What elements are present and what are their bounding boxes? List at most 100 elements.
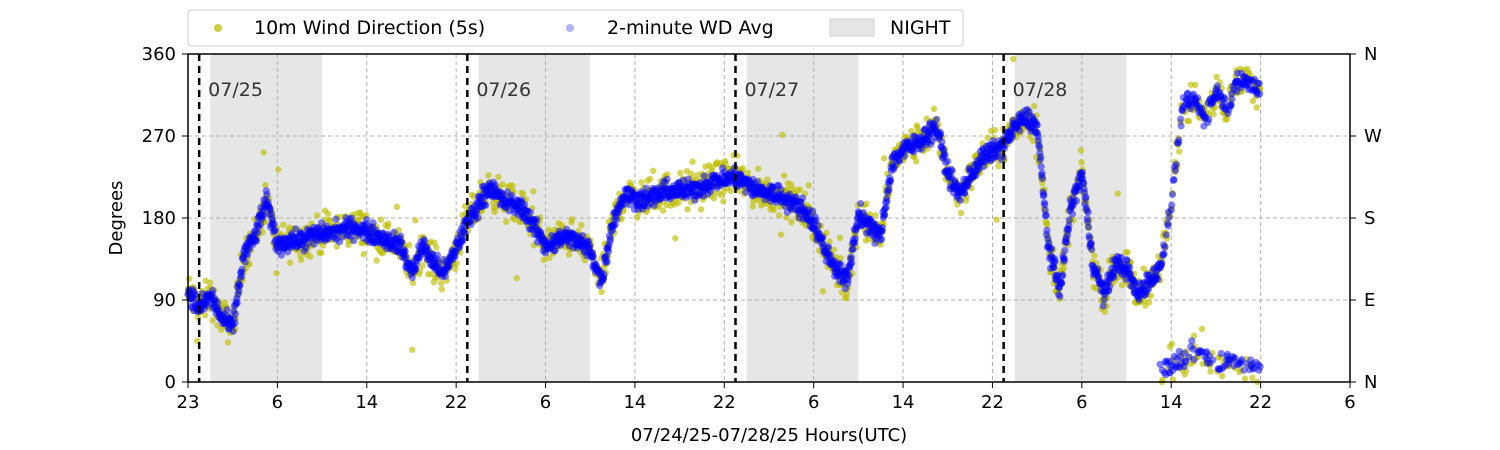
wd-avg-point bbox=[1160, 250, 1168, 258]
wind-direction-point bbox=[530, 188, 537, 195]
wd-avg-point bbox=[254, 229, 262, 237]
wd-avg-point bbox=[1059, 271, 1067, 279]
wd-avg-point bbox=[1051, 257, 1059, 265]
wind-direction-point bbox=[1029, 137, 1037, 145]
wd-avg-point bbox=[798, 194, 807, 202]
day-label: 07/26 bbox=[476, 79, 531, 101]
wd-avg-point bbox=[1040, 190, 1048, 199]
wd-avg-point bbox=[944, 157, 952, 165]
x-tick-label: 14 bbox=[355, 392, 378, 413]
x-tick-label: 14 bbox=[892, 392, 915, 413]
wind-direction-point bbox=[984, 134, 991, 142]
x-tick-label: 14 bbox=[623, 392, 646, 413]
wd-avg-point bbox=[350, 236, 358, 245]
wd-avg-point bbox=[277, 251, 286, 259]
wind-direction-point bbox=[659, 207, 667, 214]
wd-avg-point bbox=[1063, 239, 1071, 247]
wind-direction-point bbox=[872, 212, 879, 219]
x-tick-label: 22 bbox=[713, 392, 736, 413]
wd-avg-point bbox=[1190, 355, 1198, 364]
wd-avg-point bbox=[507, 191, 516, 199]
wind-direction-point bbox=[1145, 299, 1153, 306]
wd-avg-point bbox=[895, 157, 904, 165]
wind-direction-point bbox=[1207, 368, 1214, 375]
wd-avg-point bbox=[1088, 245, 1096, 253]
wind-direction-point bbox=[262, 181, 269, 189]
x-tick-label: 6 bbox=[272, 392, 283, 413]
wd-avg-point bbox=[1087, 239, 1095, 247]
wind-direction-point bbox=[749, 203, 756, 210]
wd-avg-point bbox=[663, 175, 671, 183]
wd-avg-point bbox=[1037, 163, 1045, 171]
wind-direction-point bbox=[836, 234, 844, 242]
wd-avg-point bbox=[1068, 210, 1077, 218]
wd-avg-point bbox=[347, 214, 356, 222]
wd-avg-point bbox=[1164, 222, 1172, 230]
wd-avg-point bbox=[213, 298, 222, 307]
wind-direction-point bbox=[649, 167, 657, 175]
wd-avg-point bbox=[1093, 265, 1102, 273]
wd-avg-point bbox=[1043, 226, 1051, 235]
wind-direction-point bbox=[275, 166, 282, 173]
wind-direction-point bbox=[783, 214, 790, 221]
wind-direction-point bbox=[1213, 73, 1220, 81]
y-tick-label: 180 bbox=[142, 208, 176, 229]
wind-direction-point bbox=[1124, 249, 1131, 256]
wind-direction-point bbox=[495, 173, 502, 181]
wind-direction-point bbox=[297, 256, 305, 264]
wd-avg-point bbox=[878, 223, 887, 232]
wind-direction-point bbox=[842, 294, 850, 302]
wd-avg-point bbox=[397, 232, 405, 240]
wd-avg-point bbox=[1188, 337, 1196, 345]
day-boundaries: 07/25 07/26 07/27 07/28 bbox=[197, 54, 1067, 382]
wd-avg-point bbox=[851, 234, 859, 242]
wd-avg-point bbox=[1123, 256, 1131, 265]
wind-direction-point bbox=[307, 253, 314, 260]
wd-avg-point bbox=[363, 216, 371, 224]
wd-avg-point bbox=[845, 271, 853, 279]
wind-direction-point bbox=[206, 279, 214, 286]
wind-direction-point bbox=[788, 218, 795, 226]
wd-avg-point bbox=[1099, 302, 1107, 310]
wd-avg-point bbox=[259, 212, 267, 220]
wind-direction-point bbox=[568, 215, 576, 223]
wind-direction-point bbox=[957, 209, 965, 217]
wd-avg-point bbox=[208, 286, 217, 295]
wd-avg-point bbox=[1117, 253, 1125, 261]
wd-avg-point bbox=[886, 176, 895, 185]
wd-avg-point bbox=[233, 299, 241, 307]
wd-avg-point bbox=[1084, 208, 1092, 216]
x-tick-label: 6 bbox=[540, 392, 551, 413]
x-tick-label: 6 bbox=[1344, 392, 1355, 413]
wd-avg-point bbox=[1154, 275, 1162, 283]
wd-avg-point bbox=[243, 251, 252, 259]
x-tick-label: 6 bbox=[1076, 392, 1087, 413]
wd-avg-point bbox=[579, 231, 587, 240]
wind-direction-point bbox=[499, 181, 506, 188]
day-label: 07/27 bbox=[744, 79, 799, 101]
legend-label-night: NIGHT bbox=[890, 17, 951, 39]
wd-avg-point bbox=[1056, 292, 1064, 300]
wd-avg-point bbox=[1016, 127, 1024, 135]
wd-avg-point bbox=[1228, 95, 1236, 103]
wd-avg-point bbox=[1037, 153, 1045, 161]
wd-avg-point bbox=[606, 235, 614, 243]
wind-direction-point bbox=[286, 259, 294, 266]
wind-direction-point bbox=[675, 199, 682, 207]
wd-avg-point bbox=[474, 213, 482, 222]
wind-direction-point bbox=[1147, 292, 1155, 299]
wd-avg-point bbox=[420, 237, 429, 245]
wd-avg-point bbox=[1186, 105, 1195, 113]
wind-direction-point bbox=[1140, 297, 1148, 305]
wind-direction-point bbox=[503, 218, 510, 225]
wind-direction-point bbox=[513, 274, 520, 282]
wind-direction-point bbox=[993, 216, 1000, 223]
wd-avg-point bbox=[1033, 121, 1041, 129]
wd-avg-point bbox=[401, 247, 409, 255]
wind-direction-point bbox=[313, 212, 321, 219]
wind-direction-point bbox=[777, 231, 785, 238]
wd-avg-point bbox=[700, 172, 708, 180]
wd-avg-point bbox=[612, 215, 621, 224]
wd-avg-point bbox=[881, 211, 889, 219]
wind-direction-point bbox=[1223, 116, 1231, 123]
